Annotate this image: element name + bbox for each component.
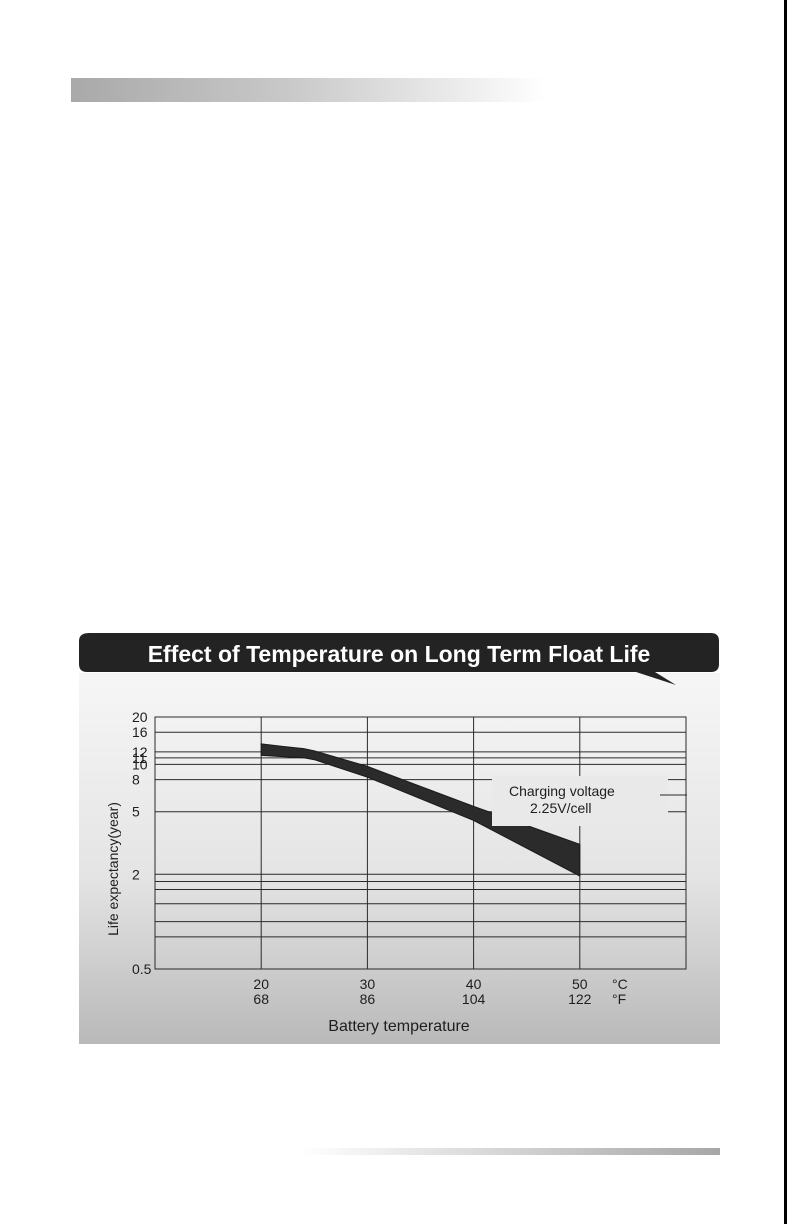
x-tick-label-celsius: 30 (360, 976, 376, 992)
y-axis-title: Life expectancy(year) (105, 802, 121, 936)
x-unit-fahrenheit: °F (612, 991, 626, 1007)
y-tick-label: 0.5 (132, 961, 152, 977)
y-tick-label: 12 (132, 744, 148, 760)
y-tick-label: 16 (132, 724, 148, 740)
y-tick-label: 11 (132, 750, 147, 766)
grid-layer (154, 716, 687, 970)
x-axis-title: Battery temperature (328, 1018, 470, 1035)
y-tick-label: 20 (132, 709, 148, 725)
x-tick-label-celsius: 40 (466, 976, 482, 992)
chart-title: Effect of Temperature on Long Term Float… (148, 641, 651, 667)
annotation-line1: Charging voltage (509, 783, 615, 799)
x-tick-label-celsius: 50 (572, 976, 588, 992)
y-tick-label: 2 (132, 866, 140, 882)
x-tick-label-fahrenheit: 122 (568, 991, 592, 1007)
y-tick-label: 8 (132, 772, 140, 788)
page-edge-line (784, 0, 787, 1224)
life-expectancy-band (260, 743, 581, 877)
x-tick-label-fahrenheit: 68 (253, 991, 269, 1007)
x-unit-celsius: °C (612, 976, 628, 992)
y-tick-label: 5 (132, 804, 140, 820)
annotation-layer: Charging voltage 2.25V/cell (492, 776, 687, 826)
chart-background (79, 673, 720, 1044)
annotation-box (492, 776, 668, 826)
annotation-line2: 2.25V/cell (530, 800, 591, 816)
float-life-chart: Effect of Temperature on Long Term Float… (79, 633, 720, 1044)
x-tick-label-celsius: 20 (253, 976, 269, 992)
footer-gradient-bar (300, 1148, 720, 1155)
header-gradient-bar (71, 78, 546, 102)
x-tick-label-fahrenheit: 86 (360, 991, 376, 1007)
band-layer (260, 743, 581, 877)
title-banner (79, 633, 719, 685)
y-tick-label: 10 (132, 756, 148, 772)
x-tick-label-fahrenheit: 104 (462, 991, 486, 1007)
chart-svg: Effect of Temperature on Long Term Float… (79, 633, 720, 1044)
